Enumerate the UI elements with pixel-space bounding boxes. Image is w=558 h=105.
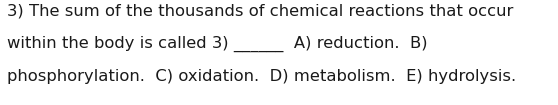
Text: within the body is called 3) ______  A) reduction.  B): within the body is called 3) ______ A) r… bbox=[7, 36, 428, 52]
Text: phosphorylation.  C) oxidation.  D) metabolism.  E) hydrolysis.: phosphorylation. C) oxidation. D) metabo… bbox=[7, 69, 516, 84]
Text: 3) The sum of the thousands of chemical reactions that occur: 3) The sum of the thousands of chemical … bbox=[7, 3, 513, 18]
